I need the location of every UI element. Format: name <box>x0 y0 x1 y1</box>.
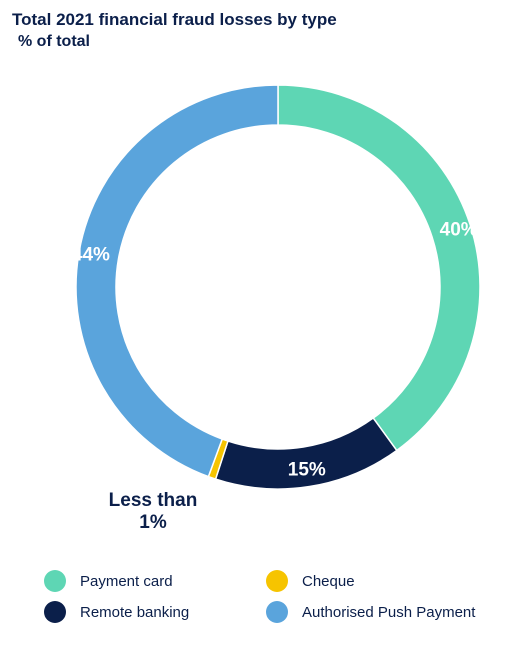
legend-item-payment-card: Payment card <box>44 568 173 594</box>
slice-payment-card <box>277 84 481 452</box>
legend-swatch-remote-banking <box>44 601 66 623</box>
legend-label-authorised-push-payment: Authorised Push Payment <box>302 603 476 621</box>
slice-label-payment-card: 40% <box>440 219 478 240</box>
chart-subtitle: % of total <box>18 33 90 50</box>
legend-item-remote-banking: Remote banking <box>44 599 189 625</box>
legend-item-cheque: Cheque <box>266 568 355 594</box>
legend-label-cheque: Cheque <box>302 572 355 590</box>
slice-authorised-push-payment <box>75 84 279 478</box>
slice-label-authorised-push-payment: 44% <box>72 245 110 266</box>
cheque-callout-line1: Less than <box>108 490 198 511</box>
legend-item-authorised-push-payment: Authorised Push Payment <box>266 599 475 625</box>
chart-title: Total 2021 financial fraud losses by typ… <box>12 10 337 29</box>
cheque-callout-line2: 1% <box>139 512 167 533</box>
legend-label-remote-banking: Remote banking <box>80 603 190 621</box>
legend-label-payment-card: Payment card <box>80 572 173 590</box>
slice-label-remote-banking: 15% <box>288 460 326 481</box>
cheque-callout: Less than 1% <box>98 490 208 534</box>
legend-swatch-authorised-push-payment <box>266 601 288 623</box>
donut-chart: 40% 15% 44% <box>72 84 481 489</box>
legend-swatch-cheque <box>266 570 288 592</box>
legend-swatch-payment-card <box>44 570 66 592</box>
